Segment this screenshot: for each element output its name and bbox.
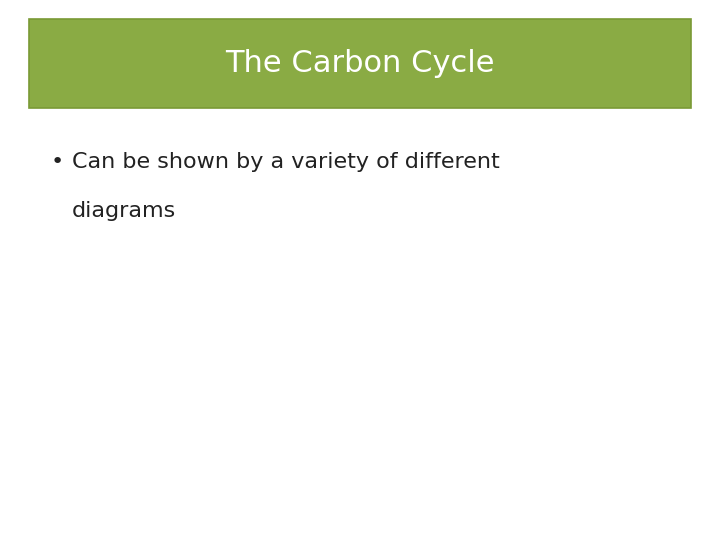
Text: diagrams: diagrams xyxy=(72,200,176,221)
Text: •: • xyxy=(50,152,63,172)
FancyBboxPatch shape xyxy=(29,19,691,108)
Text: The Carbon Cycle: The Carbon Cycle xyxy=(225,49,495,78)
Text: Can be shown by a variety of different: Can be shown by a variety of different xyxy=(72,152,500,172)
